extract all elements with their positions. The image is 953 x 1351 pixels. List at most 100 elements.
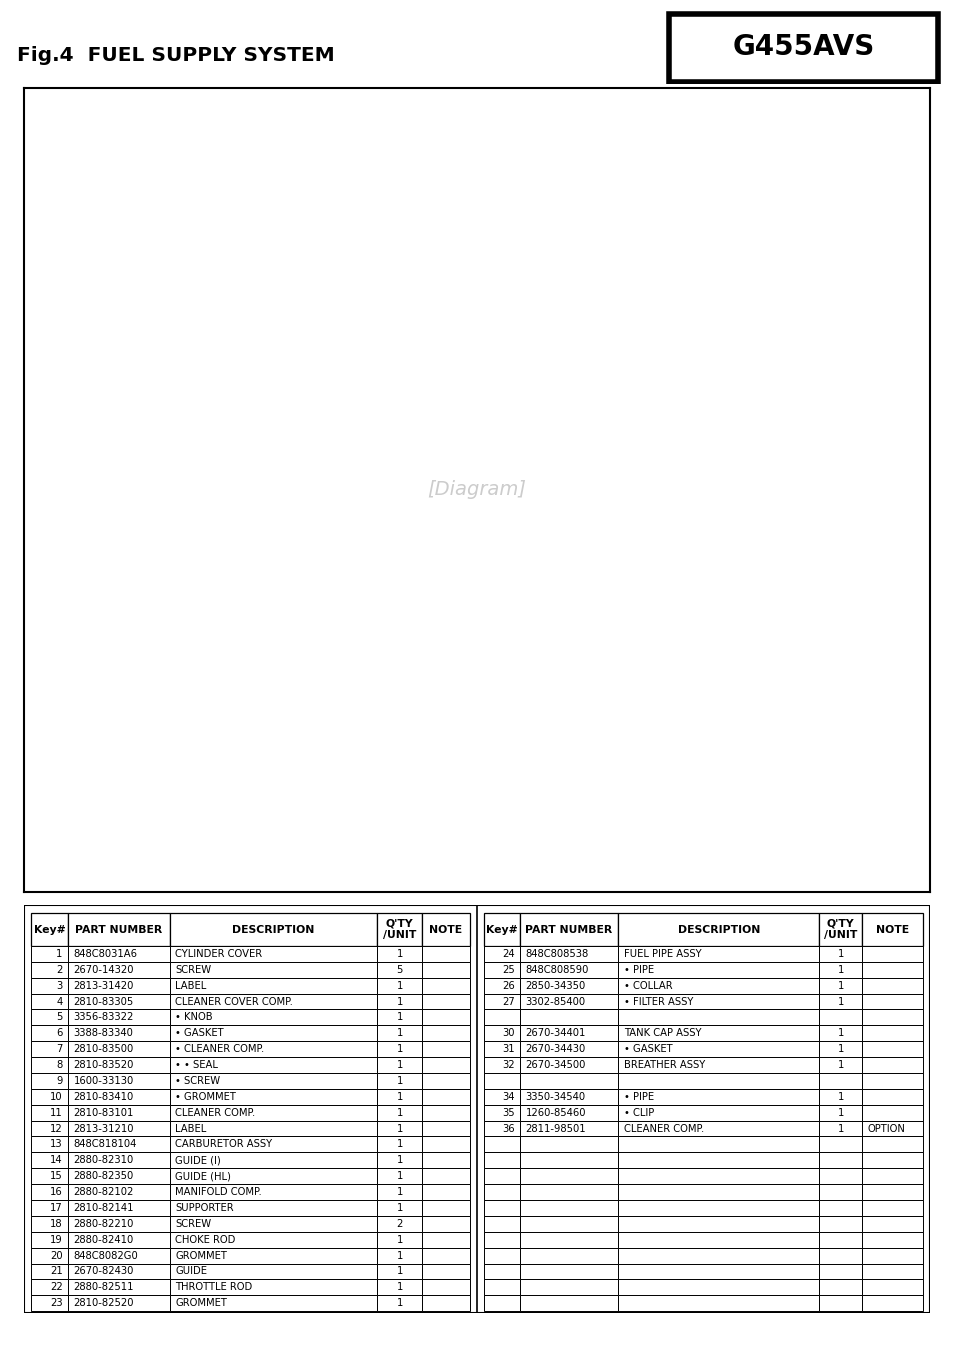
Text: 3350-34540: 3350-34540 — [525, 1092, 585, 1102]
Text: LABEL: LABEL — [174, 1124, 206, 1133]
Bar — [618, 1169, 819, 1183]
Text: 1: 1 — [395, 997, 402, 1006]
Text: CYLINDER COVER: CYLINDER COVER — [174, 948, 262, 959]
Bar — [618, 1025, 819, 1042]
Bar — [421, 1279, 469, 1296]
Text: 2810-83305: 2810-83305 — [73, 997, 133, 1006]
Bar — [618, 962, 819, 978]
Text: SUPPORTER: SUPPORTER — [174, 1202, 233, 1213]
Text: 10: 10 — [50, 1092, 63, 1102]
Text: 4: 4 — [56, 997, 63, 1006]
Bar — [819, 1216, 862, 1232]
Bar — [170, 1232, 377, 1247]
Bar — [170, 1216, 377, 1232]
Bar — [421, 1056, 469, 1073]
Bar — [31, 913, 68, 946]
Text: • PIPE: • PIPE — [623, 1092, 653, 1102]
Text: SCREW: SCREW — [174, 1219, 211, 1229]
Bar — [484, 1169, 519, 1183]
Bar — [170, 1073, 377, 1089]
Bar — [68, 1073, 170, 1089]
Bar — [862, 1263, 922, 1279]
Text: CLEANER COVER COMP.: CLEANER COVER COMP. — [174, 997, 293, 1006]
Bar — [68, 993, 170, 1009]
Bar — [519, 962, 618, 978]
Text: GUIDE (HL): GUIDE (HL) — [174, 1171, 231, 1181]
Text: 3356-83322: 3356-83322 — [73, 1012, 133, 1023]
Bar — [170, 1056, 377, 1073]
Text: FUEL PIPE ASSY: FUEL PIPE ASSY — [623, 948, 700, 959]
Bar — [819, 1152, 862, 1169]
Text: 2880-82410: 2880-82410 — [73, 1235, 133, 1244]
Text: 6: 6 — [56, 1028, 63, 1039]
Text: 16: 16 — [50, 1188, 63, 1197]
Bar — [170, 946, 377, 962]
Text: G455AVS: G455AVS — [731, 32, 874, 61]
Bar — [421, 1200, 469, 1216]
Bar — [31, 1216, 68, 1232]
Bar — [862, 1279, 922, 1296]
Bar — [68, 1296, 170, 1310]
Bar — [68, 1216, 170, 1232]
Text: 848C808538: 848C808538 — [525, 948, 588, 959]
Text: 2670-34500: 2670-34500 — [525, 1061, 585, 1070]
Bar — [68, 1025, 170, 1042]
Text: 1: 1 — [395, 1171, 402, 1181]
Bar — [819, 993, 862, 1009]
Bar — [519, 1169, 618, 1183]
Bar — [170, 1169, 377, 1183]
Bar — [484, 1232, 519, 1247]
Text: 1: 1 — [395, 1061, 402, 1070]
Bar — [421, 1025, 469, 1042]
Text: 1: 1 — [395, 1202, 402, 1213]
Text: 18: 18 — [50, 1219, 63, 1229]
Bar — [519, 1247, 618, 1263]
Text: 1260-85460: 1260-85460 — [525, 1108, 585, 1117]
Text: 1: 1 — [395, 1108, 402, 1117]
Bar — [31, 1169, 68, 1183]
Bar — [31, 962, 68, 978]
Bar — [170, 978, 377, 993]
Bar — [484, 946, 519, 962]
Bar — [618, 1279, 819, 1296]
Bar — [68, 1183, 170, 1200]
Bar — [421, 1089, 469, 1105]
Text: 1600-33130: 1600-33130 — [73, 1075, 133, 1086]
Bar — [377, 1232, 421, 1247]
Bar — [618, 1232, 819, 1247]
Text: 1: 1 — [395, 1028, 402, 1039]
Bar — [68, 1136, 170, 1152]
Bar — [31, 1263, 68, 1279]
Bar — [862, 1136, 922, 1152]
Bar — [170, 1089, 377, 1105]
Bar — [377, 1169, 421, 1183]
Bar — [484, 1056, 519, 1073]
Bar — [484, 1263, 519, 1279]
Text: 2810-83500: 2810-83500 — [73, 1044, 133, 1054]
Text: 1: 1 — [837, 948, 843, 959]
Text: 2: 2 — [56, 965, 63, 975]
Bar — [862, 1009, 922, 1025]
Bar — [862, 1232, 922, 1247]
Bar — [31, 1200, 68, 1216]
Text: [Diagram]: [Diagram] — [427, 480, 526, 500]
Text: 2880-82511: 2880-82511 — [73, 1282, 133, 1293]
Text: 1: 1 — [56, 948, 63, 959]
Text: • GASKET: • GASKET — [623, 1044, 672, 1054]
Bar — [819, 1042, 862, 1056]
Bar — [862, 913, 922, 946]
Bar — [170, 1279, 377, 1296]
Text: 12: 12 — [50, 1124, 63, 1133]
Bar — [819, 1025, 862, 1042]
Bar — [421, 1232, 469, 1247]
Text: 2850-34350: 2850-34350 — [525, 981, 585, 990]
Text: 7: 7 — [56, 1044, 63, 1054]
Bar — [519, 1216, 618, 1232]
Text: Q'TY
/UNIT: Q'TY /UNIT — [382, 919, 416, 940]
Bar — [377, 1073, 421, 1089]
Bar — [819, 1009, 862, 1025]
Bar — [170, 1042, 377, 1056]
Text: 1: 1 — [837, 997, 843, 1006]
Text: • PIPE: • PIPE — [623, 965, 653, 975]
Bar — [68, 978, 170, 993]
